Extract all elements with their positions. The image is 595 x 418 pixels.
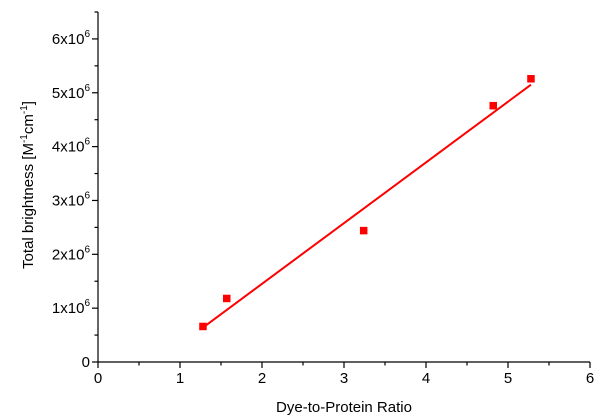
y-tick-label: 4x106 (52, 137, 91, 156)
fit-line-group (202, 83, 532, 329)
y-axis-label: Total brightness [M-1cm-1] (19, 101, 37, 269)
x-tick-label: 3 (340, 370, 348, 387)
y-tick-label: 2x106 (52, 244, 91, 263)
x-tick-label: 6 (586, 370, 594, 387)
tick-labels: 0 1 2 3 4 5 6 0 1x106 2x106 3x106 4x106 5x106 6x106 (52, 29, 594, 387)
data-point (527, 75, 535, 83)
y-tick-label: 1x106 (52, 298, 91, 317)
y-tick-label: 0 (82, 354, 90, 371)
data-point (199, 322, 207, 331)
x-axis-label: Dye-to-Protein Ratio (276, 399, 412, 416)
x-tick-label: 1 (176, 370, 184, 387)
x-tick-label: 4 (422, 370, 430, 387)
axes (92, 11, 591, 368)
data-point (359, 226, 368, 235)
x-tick-label: 0 (94, 370, 102, 387)
data-points (199, 75, 535, 331)
y-tick-label: 6x106 (52, 29, 91, 48)
data-point (222, 294, 231, 303)
y-tick-label: 5x106 (52, 83, 91, 102)
fit-line (202, 83, 532, 329)
y-tick-label: 3x106 (52, 190, 91, 209)
x-tick-label: 2 (258, 370, 266, 387)
x-tick-label: 5 (504, 370, 512, 387)
data-point (489, 101, 497, 110)
